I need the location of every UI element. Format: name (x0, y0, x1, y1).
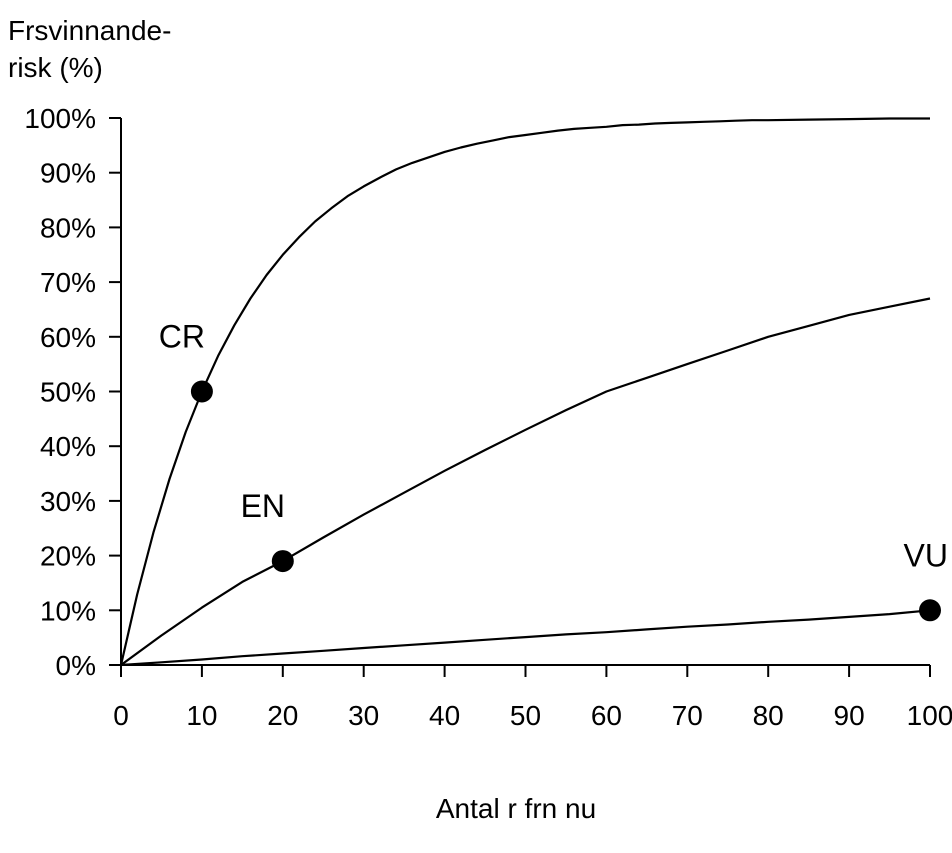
x-tick-label: 70 (672, 700, 703, 731)
y-tick-label: 60% (40, 322, 96, 353)
x-tick-label: 30 (348, 700, 379, 731)
series-line-en (120, 297, 931, 666)
annotation-label-cr: CR (159, 319, 205, 355)
annotation-label-en: EN (241, 488, 285, 524)
y-tick-label: 100% (24, 103, 96, 134)
y-tick-label: 10% (40, 595, 96, 626)
marker-vu (919, 599, 941, 622)
series-line-cr (119, 117, 930, 666)
x-tick-label: 80 (753, 700, 784, 731)
y-axis-label-line-2: risk (%) (8, 52, 103, 83)
y-tick-label: 50% (40, 377, 96, 408)
x-tick-label: 90 (834, 700, 865, 731)
x-tick-label: 50 (510, 700, 541, 731)
y-tick-label: 80% (40, 212, 96, 243)
y-axis-label: Frsvinnande- risk (%) (8, 15, 171, 83)
marker-cr (190, 380, 213, 403)
x-tick-label: 10 (186, 700, 217, 731)
marker-en (271, 550, 294, 573)
axes: 0% 10% 20% 30% 40% 50% 60% 70% 80% 90% 100% 0 10 20 30… (24, 103, 952, 731)
x-tick-label: 20 (267, 700, 298, 731)
y-tick-label: 30% (40, 486, 96, 517)
series-line-vu (120, 609, 931, 667)
series-markers (190, 380, 941, 622)
annotation-label-vu: VU (904, 537, 948, 573)
y-tick-label: 40% (40, 431, 96, 462)
x-tick-label: 60 (591, 700, 622, 731)
x-axis-label: Antal r frn nu (436, 793, 596, 824)
y-tick-label: 70% (40, 267, 96, 298)
y-axis-label-line-1: Frsvinnande- (8, 15, 171, 46)
y-tick-label: 0% (56, 650, 96, 681)
y-tick-label: 20% (40, 541, 96, 572)
series-lines (119, 117, 931, 667)
series-annotations: CR EN VU (159, 319, 948, 574)
y-tick-label: 90% (40, 158, 96, 189)
x-tick-label: 0 (113, 700, 129, 731)
x-tick-label: 40 (429, 700, 460, 731)
x-tick-label: 100 (907, 700, 952, 731)
